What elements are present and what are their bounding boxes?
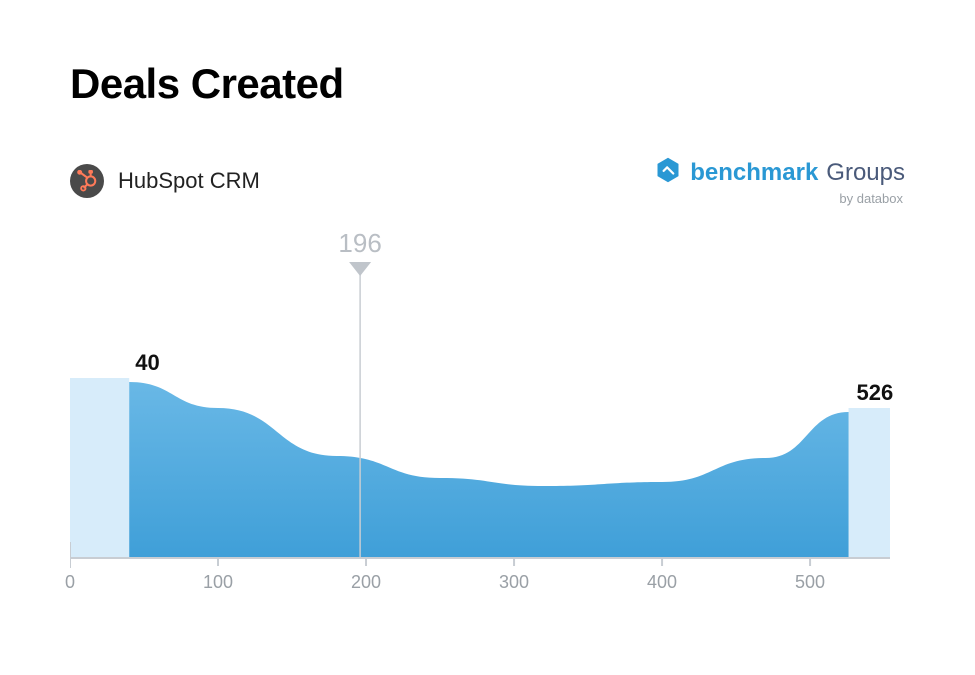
brand-word-sub: Groups <box>826 159 905 187</box>
page-title: Deals Created <box>70 60 905 108</box>
chart-svg <box>70 228 890 568</box>
range-start-label: 40 <box>135 350 159 376</box>
data-source-label: HubSpot CRM <box>118 168 260 194</box>
x-tick-label: 300 <box>499 572 529 593</box>
data-source: HubSpot CRM <box>70 164 260 198</box>
brand-byline: by databox <box>839 191 903 206</box>
brand-block: benchmark Groups by databox <box>654 156 905 206</box>
brand-word-main: benchmark <box>690 159 818 187</box>
benchmark-icon <box>654 156 682 189</box>
page: Deals Created HubSpot CRM <box>0 0 975 675</box>
x-tick-label: 400 <box>647 572 677 593</box>
range-end-label: 526 <box>857 380 894 406</box>
x-tick-label: 100 <box>203 572 233 593</box>
x-tick-label: 0 <box>65 572 75 593</box>
distribution-chart: 196 40 526 0100200300400500 <box>70 228 890 568</box>
outer-left-bar <box>70 378 129 558</box>
hubspot-icon <box>70 164 104 198</box>
outer-right-bar <box>849 408 890 558</box>
marker-arrow-icon <box>349 262 371 276</box>
x-tick-label: 500 <box>795 572 825 593</box>
header-row: HubSpot CRM benchmark Groups by databox <box>70 156 905 206</box>
x-tick-label: 200 <box>351 572 381 593</box>
distribution-area <box>129 382 848 558</box>
